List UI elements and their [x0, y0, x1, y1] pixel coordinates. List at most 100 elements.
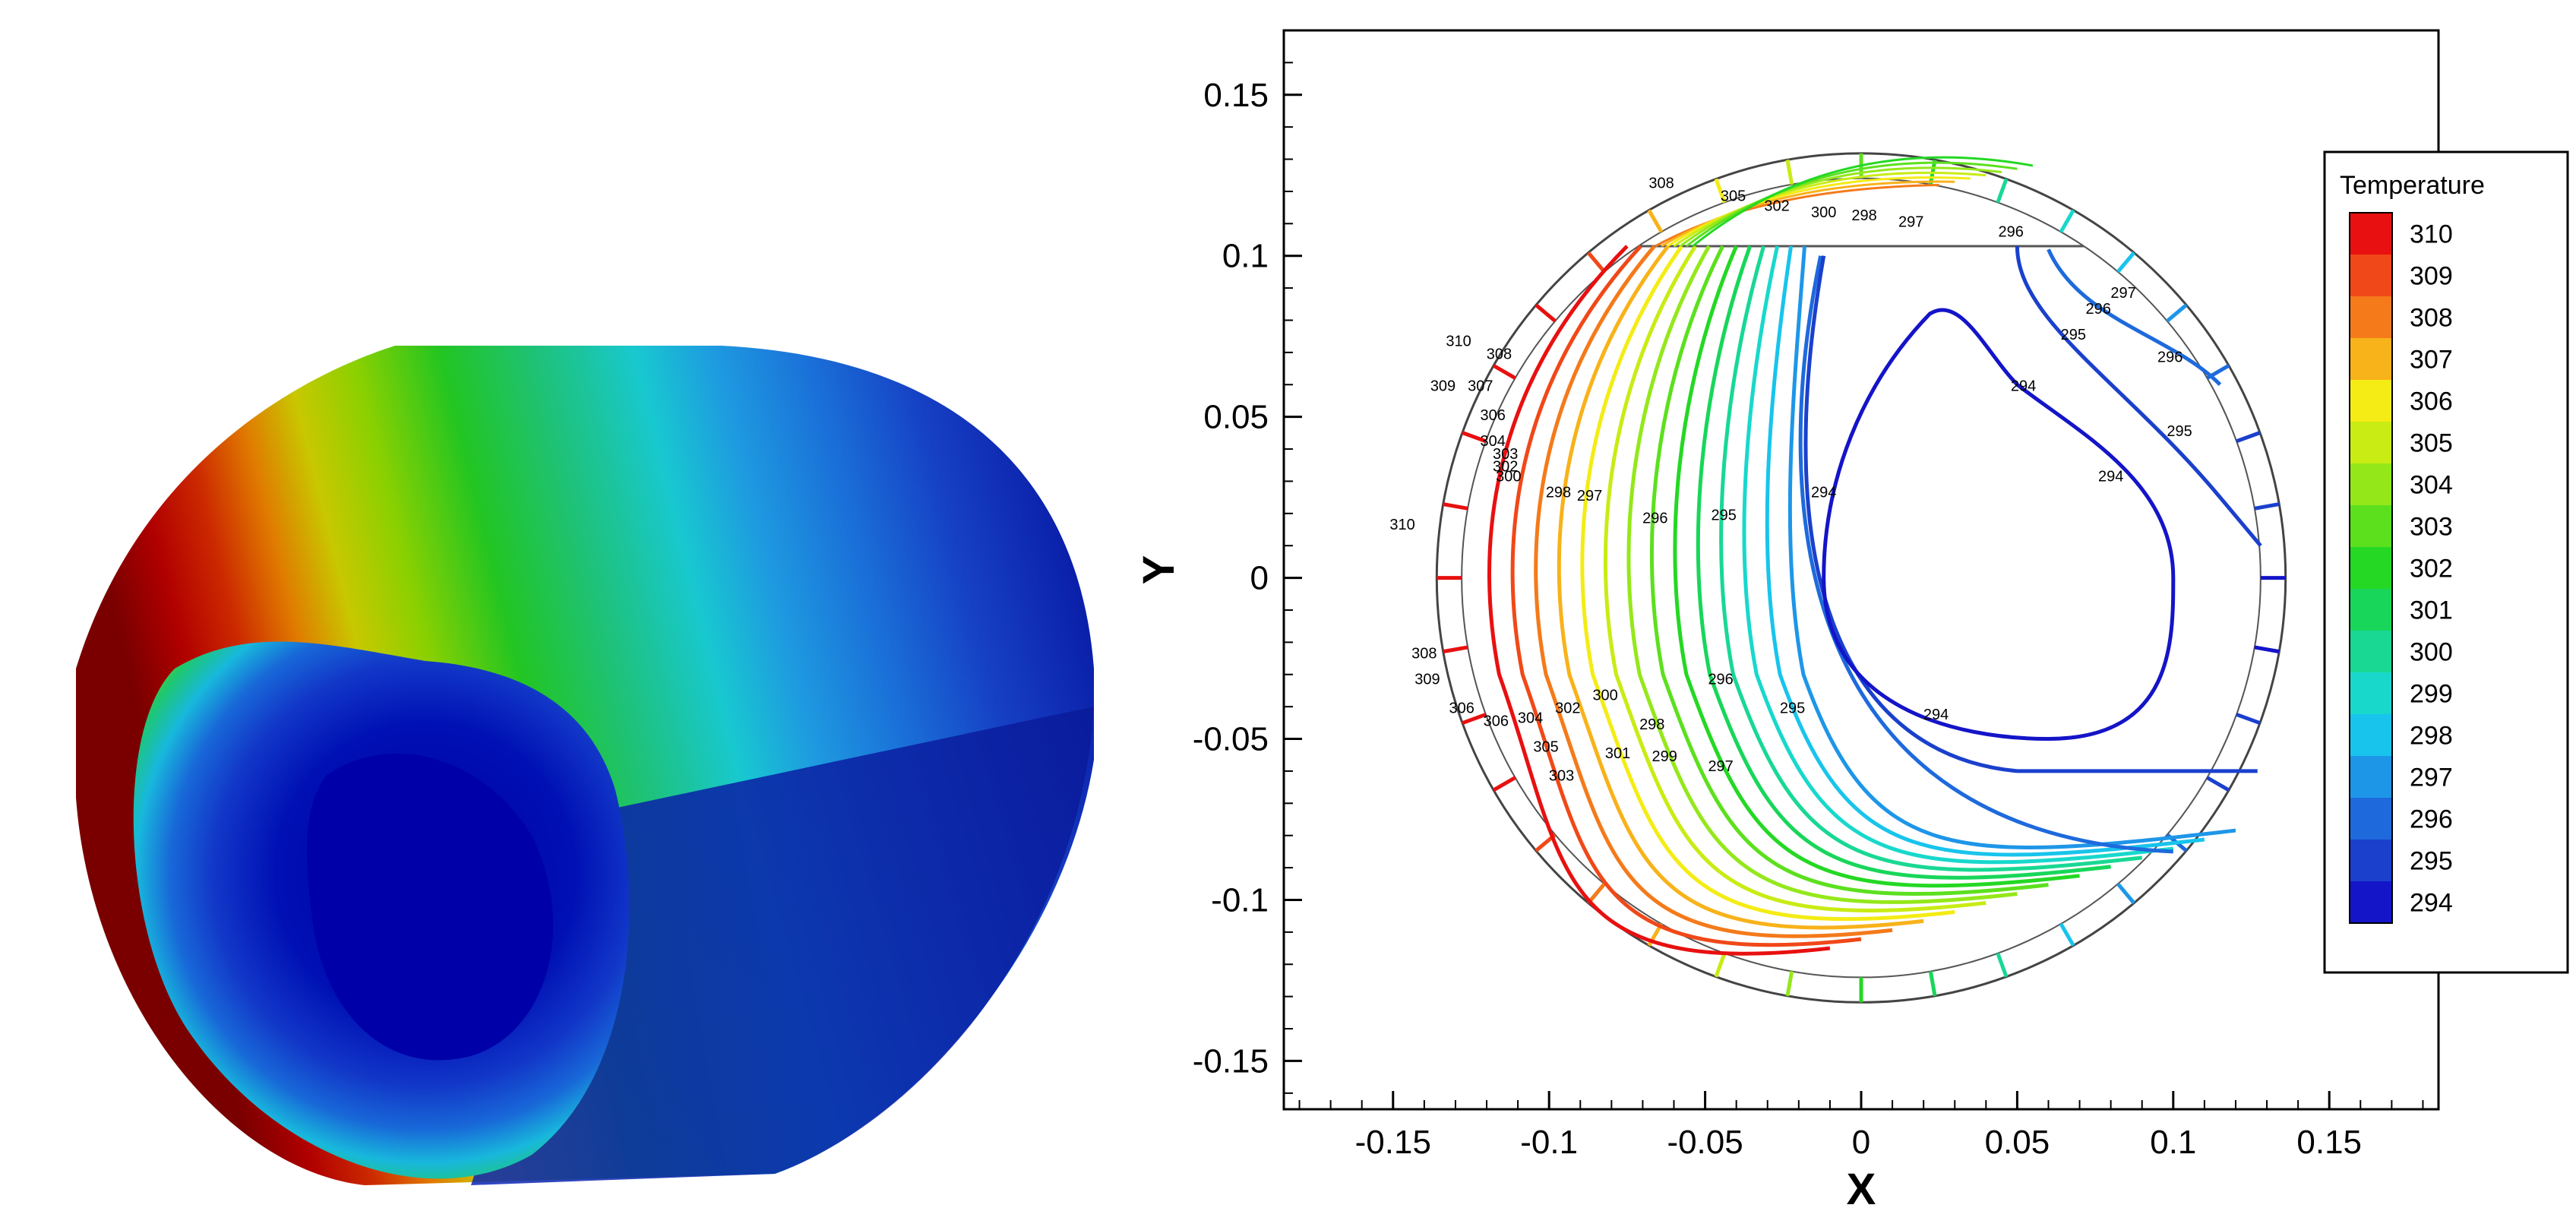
cylinder-bottom-side [471, 707, 1094, 1185]
legend-label: 308 [2410, 304, 2453, 333]
contour-label: 300 [1592, 688, 1617, 704]
legend-label: 307 [2410, 346, 2453, 375]
cylinder-3d-render [76, 346, 1094, 1185]
contour-298 [1765, 245, 2205, 857]
contour-label: 308 [1487, 346, 1512, 362]
legend-items: 310 309 308 307 306 305 304 303 302 301 300 299 298 2… [2349, 212, 2453, 924]
legend-label: 295 [2410, 847, 2453, 876]
x-tick-label: 0.05 [1985, 1124, 2050, 1161]
cap-contour [1667, 176, 1971, 248]
legend-swatch [2350, 422, 2392, 463]
contour-307 [1557, 245, 1924, 930]
y-tick-label: -0.1 [1211, 881, 1269, 919]
legend-label: 296 [2410, 805, 2453, 834]
contour-label: 306 [1484, 713, 1509, 730]
legend-label: 306 [2410, 387, 2453, 416]
contour-label: 300 [1811, 204, 1836, 221]
pipe-outer-wall [1435, 152, 2287, 1004]
legend-label: 302 [2410, 555, 2453, 583]
wall-temperature-mark [2254, 502, 2280, 511]
contour-label: 310 [1446, 333, 1471, 349]
legend-swatch [2350, 589, 2392, 631]
contour-label: 297 [1708, 758, 1733, 775]
wall-temperature-mark [2236, 713, 2261, 726]
contour-label: 295 [1780, 700, 1805, 717]
y-tick-label: 0.05 [1203, 399, 1269, 436]
contour-label: 303 [1549, 768, 1574, 785]
wall-temperature-mark [2236, 431, 2261, 444]
legend-label: 297 [2410, 764, 2453, 792]
contour-label: 301 [1605, 745, 1630, 762]
contour-label: 302 [1493, 459, 1518, 476]
wall-temperature-mark [2116, 882, 2136, 905]
legend-label: 303 [2410, 513, 2453, 542]
wall-temperature-mark [1785, 159, 1794, 185]
wall-temperature-mark [1714, 178, 1727, 204]
contour-label: 296 [1642, 511, 1667, 527]
legend-swatch [2350, 213, 2392, 255]
legend-swatch [2350, 672, 2392, 714]
contour-label: 296 [1999, 223, 2024, 240]
legend-swatch [2350, 380, 2392, 422]
wall-temperature-mark [1443, 502, 1468, 511]
x-tick-label: -0.1 [1520, 1124, 1578, 1161]
cap-contour [1679, 166, 2002, 248]
contour-label: 300 [1496, 468, 1521, 485]
contour-296 [1798, 248, 2222, 854]
wall-temperature-mark [2059, 209, 2075, 233]
legend-label: 294 [2410, 889, 2453, 918]
wall-temperature-mark [2166, 303, 2188, 323]
contour-label: 297 [1898, 214, 1923, 231]
x-tick-label: 0 [1852, 1124, 1870, 1161]
legend-swatch [2350, 714, 2392, 756]
contour-295 [1803, 245, 2262, 773]
contour-label: 304 [1518, 710, 1543, 726]
legend-swatch [2350, 296, 2392, 338]
y-tick-label: 0.1 [1222, 238, 1269, 275]
x-tick-label: -0.05 [1667, 1124, 1743, 1161]
legend-swatch [2350, 547, 2392, 589]
legend-label: 309 [2410, 262, 2453, 291]
contour-300 [1719, 245, 2143, 872]
legend-swatch [2350, 255, 2392, 296]
contour-297 [1787, 245, 2236, 849]
legend-swatch [2350, 840, 2392, 881]
legend-swatch [2350, 756, 2392, 798]
wall-temperature-mark [1443, 645, 1468, 654]
contour-label: 307 [1468, 378, 1493, 395]
contour-label: 294 [2011, 378, 2036, 395]
y-tick-label: 0 [1250, 560, 1269, 597]
contour-label: 295 [1712, 507, 1737, 523]
contour-309 [1510, 245, 1862, 947]
y-tick-label: -0.15 [1193, 1042, 1269, 1080]
cap-contour [1692, 156, 2034, 248]
temperature-legend: Temperature 3103093083073063053043033023… [2323, 150, 2569, 974]
contour-label: 296 [2157, 349, 2182, 366]
contour-305 [1603, 245, 1987, 912]
x-tick-label: 0.1 [2150, 1124, 2196, 1161]
wall-temperature-mark [1996, 952, 2009, 978]
wall-temperature-mark [1586, 251, 1606, 274]
contour-label: 309 [1414, 671, 1440, 688]
y-axis-title: Y [1134, 555, 1184, 585]
x-axis-title: X [1847, 1165, 1876, 1214]
contour-label: 296 [2086, 301, 2111, 318]
contour-299 [1742, 245, 2174, 865]
contour-label: 295 [2061, 327, 2086, 343]
x-tick-label: 0.15 [2296, 1124, 2362, 1161]
contour-label: 294 [1811, 485, 1836, 501]
contour-306 [1580, 245, 1955, 922]
legend-swatch [2350, 505, 2392, 547]
legend-label: 304 [2410, 471, 2453, 500]
y-tick-label: 0.15 [1203, 77, 1269, 114]
contour-label: 297 [2110, 285, 2135, 302]
contour-302 [1673, 245, 2080, 888]
wall-temperature-mark [1586, 882, 1606, 905]
x-axis: -0.15 -0.1 -0.05 0 0.05 0.1 0.15 [1298, 1091, 2424, 1161]
y-tick-label: -0.05 [1193, 721, 1269, 758]
wall-temperature-mark [1492, 776, 1516, 792]
wall-temperature-mark [1928, 971, 1937, 997]
legend-swatch [2350, 338, 2392, 380]
